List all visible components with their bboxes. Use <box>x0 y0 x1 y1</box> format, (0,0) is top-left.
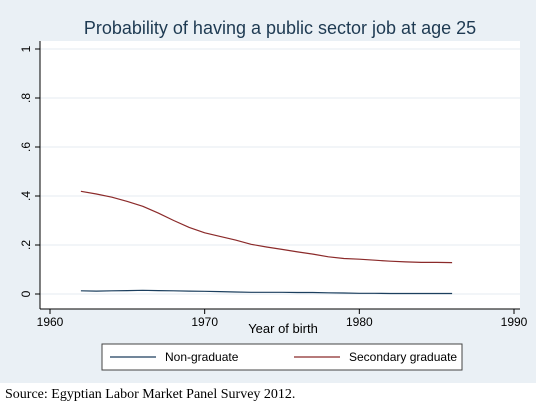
legend-box <box>101 343 463 371</box>
x-tick-label: 1990 <box>501 315 528 329</box>
x-tick-label: 1980 <box>346 315 373 329</box>
x-axis-label: Year of birth <box>248 321 318 336</box>
legend-label-secondary-graduate: Secondary graduate <box>349 350 457 364</box>
y-tick-label: 1 <box>19 45 33 52</box>
source-note: Source: Egyptian Labor Market Panel Surv… <box>5 387 296 402</box>
chart-title: Probability of having a public sector jo… <box>84 18 476 38</box>
series-lines <box>80 190 453 295</box>
y-axis: 0 .2 .4 .6 .8 1 <box>19 41 41 309</box>
y-tick-label: .4 <box>19 191 33 201</box>
x-axis: 1960 1970 1980 1990 <box>37 308 528 329</box>
legend: Non-graduate Secondary graduate <box>101 343 463 371</box>
y-tick-label: .6 <box>19 142 33 152</box>
x-tick-label: 1970 <box>191 315 218 329</box>
plot-area <box>40 41 520 309</box>
chart: 1960 1970 1980 1990 0 .2 .4 .6 .8 1 Probability … <box>0 0 536 383</box>
series-line-secondary-graduate <box>80 190 453 264</box>
x-tick-label: 1960 <box>37 315 64 329</box>
y-tick-label: .2 <box>19 240 33 250</box>
y-tick-label: .8 <box>19 93 33 103</box>
grid-lines <box>40 48 520 295</box>
y-tick-label: 0 <box>19 290 33 297</box>
series-line-non-graduate <box>80 289 453 295</box>
legend-label-non-graduate: Non-graduate <box>165 350 239 364</box>
